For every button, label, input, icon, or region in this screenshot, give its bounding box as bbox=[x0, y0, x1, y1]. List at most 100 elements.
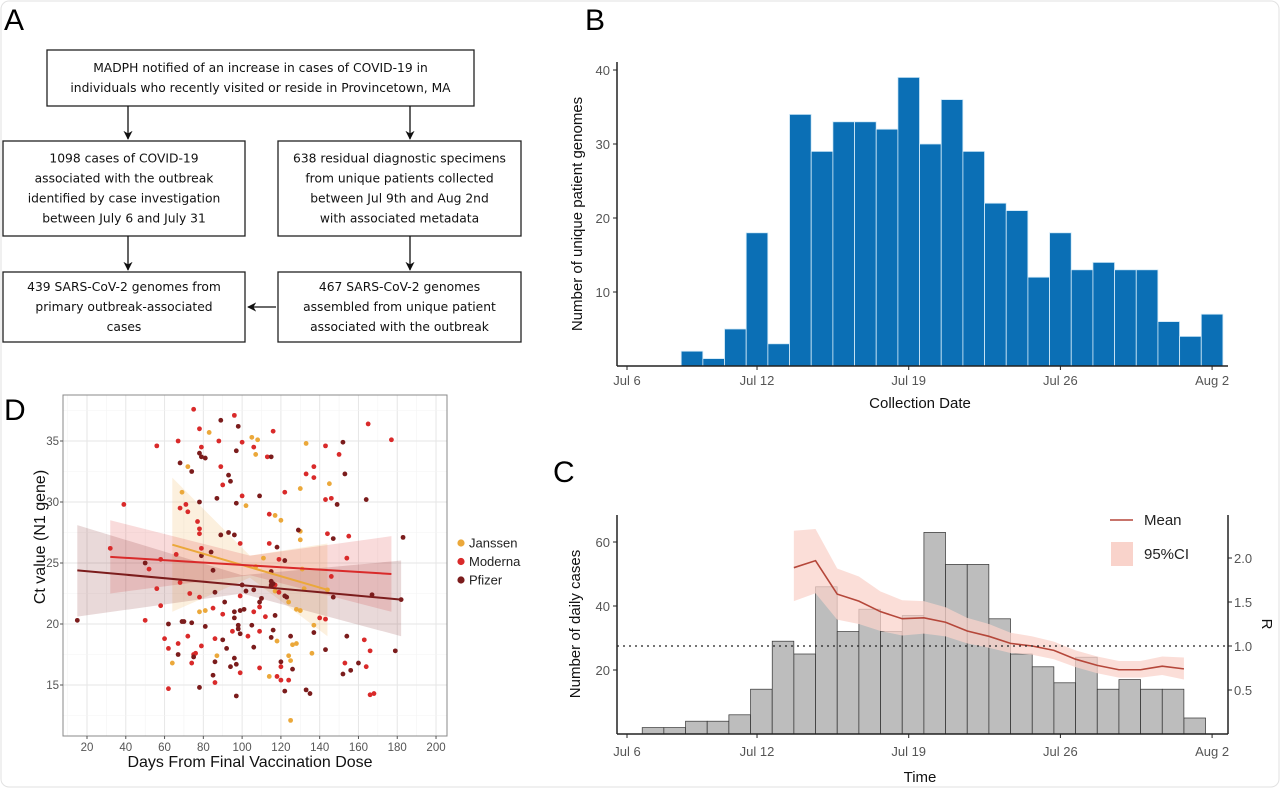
pfizer-regression-line bbox=[77, 569, 402, 601]
flow-box-text-line: 638 residual diagnostic specimens bbox=[293, 152, 506, 166]
pfizer-point bbox=[212, 589, 218, 595]
janssen-point bbox=[243, 503, 249, 509]
moderna-point bbox=[336, 452, 342, 457]
moderna-point bbox=[239, 439, 245, 445]
pfizer-point bbox=[231, 532, 237, 538]
moderna-point bbox=[175, 438, 181, 444]
janssen-point bbox=[272, 588, 278, 594]
pfizer-point bbox=[233, 693, 239, 699]
flow-box-text-line: identified by case investigation bbox=[28, 192, 221, 206]
moderna-point bbox=[237, 670, 243, 676]
moderna-point bbox=[199, 444, 204, 450]
bar-jul-29 bbox=[1118, 679, 1141, 735]
x-tick-label: 80 bbox=[197, 742, 210, 754]
moderna-point bbox=[251, 444, 257, 450]
bar-jul-14 bbox=[789, 114, 812, 367]
bar-jul-28 bbox=[1096, 688, 1120, 735]
bar-jul-16 bbox=[836, 631, 860, 735]
pfizer-point bbox=[175, 652, 181, 657]
y-tick-label: 25 bbox=[46, 558, 59, 570]
moderna-point bbox=[266, 541, 272, 546]
flow-box-border bbox=[46, 49, 475, 107]
moderna-point bbox=[231, 412, 237, 418]
janssen-point bbox=[297, 486, 303, 491]
y-tick-label: 20 bbox=[596, 663, 610, 678]
moderna-point bbox=[367, 692, 373, 698]
x-tick-label: Jul 26 bbox=[1043, 744, 1078, 759]
flow-box-text-line: individuals who recently visited or resi… bbox=[70, 81, 451, 95]
moderna-point bbox=[311, 475, 317, 480]
bar-jul-7 bbox=[641, 727, 665, 735]
legend-label-moderna: Moderna bbox=[469, 554, 521, 569]
pfizer-point bbox=[340, 671, 346, 677]
moderna-point bbox=[274, 674, 280, 679]
moderna-point bbox=[177, 505, 183, 511]
x-tick-label: Jul 19 bbox=[891, 373, 926, 388]
moderna-point bbox=[212, 680, 218, 685]
pfizer-confidence-band bbox=[77, 525, 402, 637]
bar-jul-29 bbox=[1114, 269, 1137, 367]
moderna-point bbox=[146, 566, 152, 572]
flow-box-text-line: 467 SARS-CoV-2 genomes bbox=[319, 280, 480, 294]
pfizer-point bbox=[392, 648, 398, 654]
bar-jul-10 bbox=[702, 358, 725, 367]
bar-jul-16 bbox=[832, 121, 855, 367]
bar-aug-2 bbox=[1200, 313, 1224, 367]
pfizer-point bbox=[290, 666, 295, 672]
janssen-point bbox=[286, 653, 292, 659]
y-axis-label: Number of daily cases bbox=[567, 550, 584, 698]
janssen-point bbox=[206, 430, 212, 435]
pfizer-point bbox=[181, 619, 187, 624]
bar-jul-21 bbox=[940, 99, 964, 367]
y2-tick-label: 1.0 bbox=[1234, 639, 1252, 654]
moderna-point bbox=[342, 660, 348, 666]
moderna-point bbox=[346, 533, 352, 539]
pfizer-point bbox=[210, 672, 216, 678]
janssen-point bbox=[303, 441, 309, 446]
moderna-point bbox=[239, 493, 245, 499]
pfizer-point bbox=[270, 581, 276, 587]
pfizer-point bbox=[311, 630, 317, 635]
panel-label-c: C bbox=[553, 456, 575, 489]
x-tick-label: Aug 2 bbox=[1195, 744, 1229, 759]
moderna-point bbox=[230, 628, 235, 634]
x-tick-label: 40 bbox=[119, 742, 132, 754]
janssen-point bbox=[266, 674, 272, 679]
janssen-point bbox=[249, 434, 255, 440]
panel-label-d: D bbox=[4, 394, 26, 427]
pfizer-point bbox=[348, 667, 354, 673]
x-tick-label: 180 bbox=[388, 742, 407, 754]
pfizer-point bbox=[166, 621, 171, 627]
pfizer-point bbox=[241, 606, 247, 612]
flow-box-top: MADPH notified of an increase in cases o… bbox=[46, 49, 475, 107]
janssen-point bbox=[214, 653, 220, 659]
flow-box-text-line: between Jul 9th and Aug 2nd bbox=[310, 192, 489, 206]
panel-label-b: B bbox=[585, 4, 605, 37]
janssen-point bbox=[255, 437, 261, 443]
bar-jul-25 bbox=[1031, 666, 1055, 735]
flow-box-right-bottom: 467 SARS-CoV-2 genomes assembled from uni… bbox=[277, 271, 522, 343]
bar-jul-13 bbox=[767, 343, 790, 367]
r-mean-line bbox=[793, 559, 1185, 671]
pfizer-point bbox=[231, 615, 237, 621]
moderna-point bbox=[237, 593, 243, 599]
pfizer-point bbox=[212, 659, 218, 665]
x-tick-label: Jul 12 bbox=[740, 373, 775, 388]
moderna-point bbox=[237, 541, 243, 546]
legend-swatch-moderna bbox=[457, 557, 465, 566]
moderna-point bbox=[142, 617, 148, 623]
legend-swatch-janssen bbox=[457, 539, 465, 547]
moderna-point bbox=[199, 545, 204, 551]
moderna-point bbox=[363, 664, 369, 670]
bar-jul-9 bbox=[680, 350, 704, 367]
bar-jul-19 bbox=[897, 77, 920, 367]
pfizer-point bbox=[237, 608, 243, 613]
janssen-point bbox=[311, 622, 317, 628]
bar-jul-8 bbox=[663, 727, 686, 735]
x-tick-label: 140 bbox=[310, 742, 329, 754]
pfizer-point bbox=[330, 536, 336, 541]
flow-box-text-line: assembled from unique patient bbox=[303, 300, 496, 314]
x-axis-label: Days From Final Vaccination Dose bbox=[127, 754, 372, 771]
flow-box-text-line: with associated metadata bbox=[320, 212, 479, 226]
janssen-point bbox=[197, 609, 202, 615]
